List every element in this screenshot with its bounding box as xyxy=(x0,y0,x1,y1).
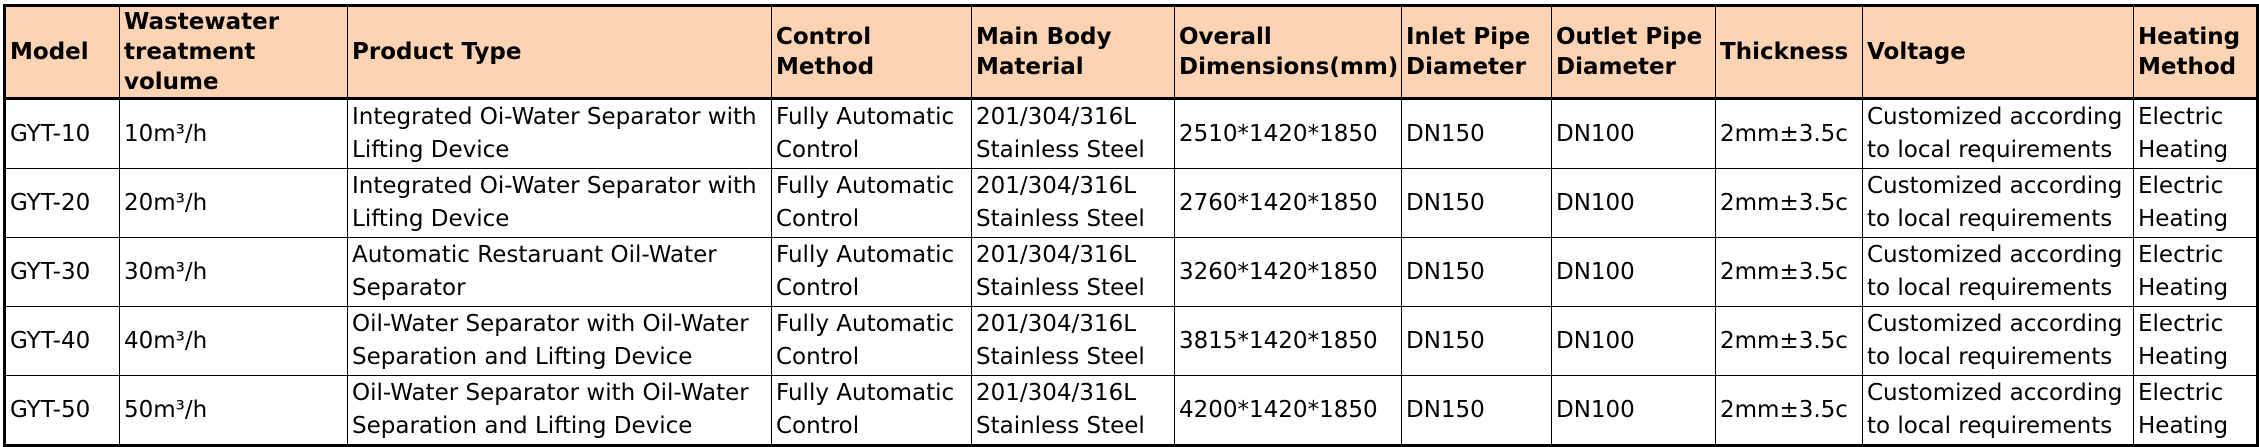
cell-model: GYT-40 xyxy=(4,306,120,376)
cell-model: GYT-20 xyxy=(4,168,120,238)
cell-voltage: Customized according to local requiremen… xyxy=(1862,306,2134,376)
cell-thickness: 2mm±3.5c xyxy=(1715,237,1863,307)
cell-model: GYT-50 xyxy=(4,375,120,446)
cell-product-type: Integrated Oi-Water Separator with Lifti… xyxy=(347,168,772,238)
spec-sheet: Model Wastewater treatment volume Produc… xyxy=(3,4,2259,447)
cell-outlet-diameter: DN100 xyxy=(1551,168,1716,238)
cell-dimensions: 3815*1420*1850 xyxy=(1174,306,1402,376)
cell-inlet-diameter: DN150 xyxy=(1401,168,1552,238)
cell-control-method: Fully Automatic Control xyxy=(771,306,972,376)
table-row: GYT-50 50m³/h Oil-Water Separator with O… xyxy=(4,375,2258,446)
cell-heating-method: Electric Heating xyxy=(2133,375,2258,446)
product-spec-table: Model Wastewater treatment volume Produc… xyxy=(3,4,2259,447)
cell-product-type: Automatic Restaruant Oil-Water Separator xyxy=(347,237,772,307)
cell-treatment-volume: 20m³/h xyxy=(119,168,348,238)
cell-treatment-volume: 40m³/h xyxy=(119,306,348,376)
header-thickness: Thickness xyxy=(1715,5,1863,100)
cell-voltage: Customized according to local requiremen… xyxy=(1862,375,2134,446)
cell-thickness: 2mm±3.5c xyxy=(1715,168,1863,238)
header-dimensions: Overall Dimensions(mm) xyxy=(1174,5,1402,100)
cell-model: GYT-10 xyxy=(4,98,120,169)
cell-control-method: Fully Automatic Control xyxy=(771,237,972,307)
header-control-method: Control Method xyxy=(771,5,972,100)
cell-outlet-diameter: DN100 xyxy=(1551,237,1716,307)
header-product-type: Product Type xyxy=(347,5,772,100)
cell-product-type: Oil-Water Separator with Oil-Water Separ… xyxy=(347,306,772,376)
cell-body-material: 201/304/316L Stainless Steel xyxy=(971,98,1175,169)
cell-inlet-diameter: DN150 xyxy=(1401,306,1552,376)
cell-inlet-diameter: DN150 xyxy=(1401,98,1552,169)
cell-outlet-diameter: DN100 xyxy=(1551,306,1716,376)
cell-product-type: Integrated Oi-Water Separator with Lifti… xyxy=(347,98,772,169)
cell-voltage: Customized according to local requiremen… xyxy=(1862,168,2134,238)
cell-control-method: Fully Automatic Control xyxy=(771,168,972,238)
header-outlet-diameter: Outlet Pipe Diameter xyxy=(1551,5,1716,100)
table-row: GYT-30 30m³/h Automatic Restaruant Oil-W… xyxy=(4,237,2258,307)
cell-thickness: 2mm±3.5c xyxy=(1715,98,1863,169)
cell-control-method: Fully Automatic Control xyxy=(771,98,972,169)
cell-body-material: 201/304/316L Stainless Steel xyxy=(971,168,1175,238)
cell-thickness: 2mm±3.5c xyxy=(1715,306,1863,376)
cell-body-material: 201/304/316L Stainless Steel xyxy=(971,306,1175,376)
header-body-material: Main Body Material xyxy=(971,5,1175,100)
cell-treatment-volume: 50m³/h xyxy=(119,375,348,446)
cell-dimensions: 2510*1420*1850 xyxy=(1174,98,1402,169)
cell-heating-method: Electric Heating xyxy=(2133,98,2258,169)
cell-voltage: Customized according to local requiremen… xyxy=(1862,237,2134,307)
cell-product-type: Oil-Water Separator with Oil-Water Separ… xyxy=(347,375,772,446)
header-inlet-diameter: Inlet Pipe Diameter xyxy=(1401,5,1552,100)
cell-heating-method: Electric Heating xyxy=(2133,306,2258,376)
table-row: GYT-10 10m³/h Integrated Oi-Water Separa… xyxy=(4,98,2258,169)
cell-voltage: Customized according to local requiremen… xyxy=(1862,98,2134,169)
cell-model: GYT-30 xyxy=(4,237,120,307)
table-row: GYT-40 40m³/h Oil-Water Separator with O… xyxy=(4,306,2258,376)
cell-dimensions: 2760*1420*1850 xyxy=(1174,168,1402,238)
header-treatment-volume: Wastewater treatment volume xyxy=(119,5,348,100)
cell-outlet-diameter: DN100 xyxy=(1551,375,1716,446)
cell-heating-method: Electric Heating xyxy=(2133,237,2258,307)
cell-heating-method: Electric Heating xyxy=(2133,168,2258,238)
header-row: Model Wastewater treatment volume Produc… xyxy=(4,5,2258,100)
table-row: GYT-20 20m³/h Integrated Oi-Water Separa… xyxy=(4,168,2258,238)
cell-treatment-volume: 30m³/h xyxy=(119,237,348,307)
cell-dimensions: 4200*1420*1850 xyxy=(1174,375,1402,446)
cell-thickness: 2mm±3.5c xyxy=(1715,375,1863,446)
cell-inlet-diameter: DN150 xyxy=(1401,375,1552,446)
cell-inlet-diameter: DN150 xyxy=(1401,237,1552,307)
cell-outlet-diameter: DN100 xyxy=(1551,98,1716,169)
cell-control-method: Fully Automatic Control xyxy=(771,375,972,446)
cell-body-material: 201/304/316L Stainless Steel xyxy=(971,375,1175,446)
header-heating-method: Heating Method xyxy=(2133,5,2258,100)
cell-dimensions: 3260*1420*1850 xyxy=(1174,237,1402,307)
cell-treatment-volume: 10m³/h xyxy=(119,98,348,169)
header-voltage: Voltage xyxy=(1862,5,2134,100)
cell-body-material: 201/304/316L Stainless Steel xyxy=(971,237,1175,307)
header-model: Model xyxy=(4,5,120,100)
